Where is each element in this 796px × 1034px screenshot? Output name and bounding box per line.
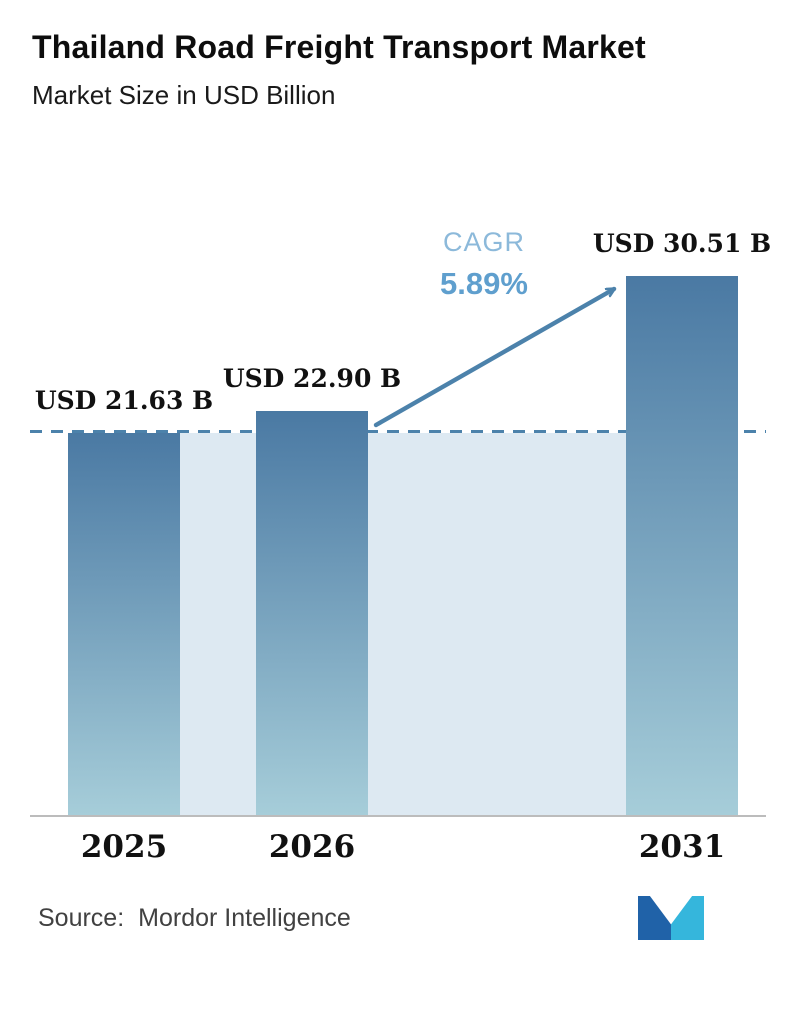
bar-2026 bbox=[256, 410, 368, 816]
page-subtitle: Market Size in USD Billion bbox=[32, 80, 336, 111]
source-text: Source: Mordor Intelligence bbox=[38, 904, 351, 933]
value-label-2025: USD 21.63 B bbox=[34, 386, 214, 416]
x-tick-label-2026: 2026 bbox=[268, 829, 356, 866]
x-tick-label-2025: 2025 bbox=[80, 829, 168, 866]
chart-area: CAGR 5.89% USD 21.63 B 2025 USD 22.90 B 202… bbox=[0, 199, 796, 889]
source-label: Source: bbox=[38, 903, 125, 932]
chart-footer: Source: Mordor Intelligence bbox=[0, 889, 796, 941]
x-tick-label-2031: 2031 bbox=[638, 829, 726, 866]
cagr-annotation: CAGR 5.89% bbox=[384, 227, 584, 302]
page-title: Thailand Road Freight Transport Market bbox=[32, 29, 646, 65]
source-value: Mordor Intelligence bbox=[138, 903, 351, 932]
x-axis-line bbox=[30, 815, 766, 818]
bar-2031 bbox=[626, 276, 738, 816]
bar-2025 bbox=[68, 433, 180, 816]
value-label-2026: USD 22.90 B bbox=[222, 363, 402, 393]
chart-header: Thailand Road Freight Transport Market M… bbox=[0, 0, 796, 111]
mordor-intelligence-logo-icon bbox=[638, 896, 704, 941]
value-label-2031: USD 30.51 B bbox=[592, 229, 772, 259]
reference-dashed-line bbox=[30, 430, 766, 434]
cagr-label: CAGR bbox=[442, 227, 525, 258]
cagr-value: 5.89% bbox=[440, 266, 528, 302]
